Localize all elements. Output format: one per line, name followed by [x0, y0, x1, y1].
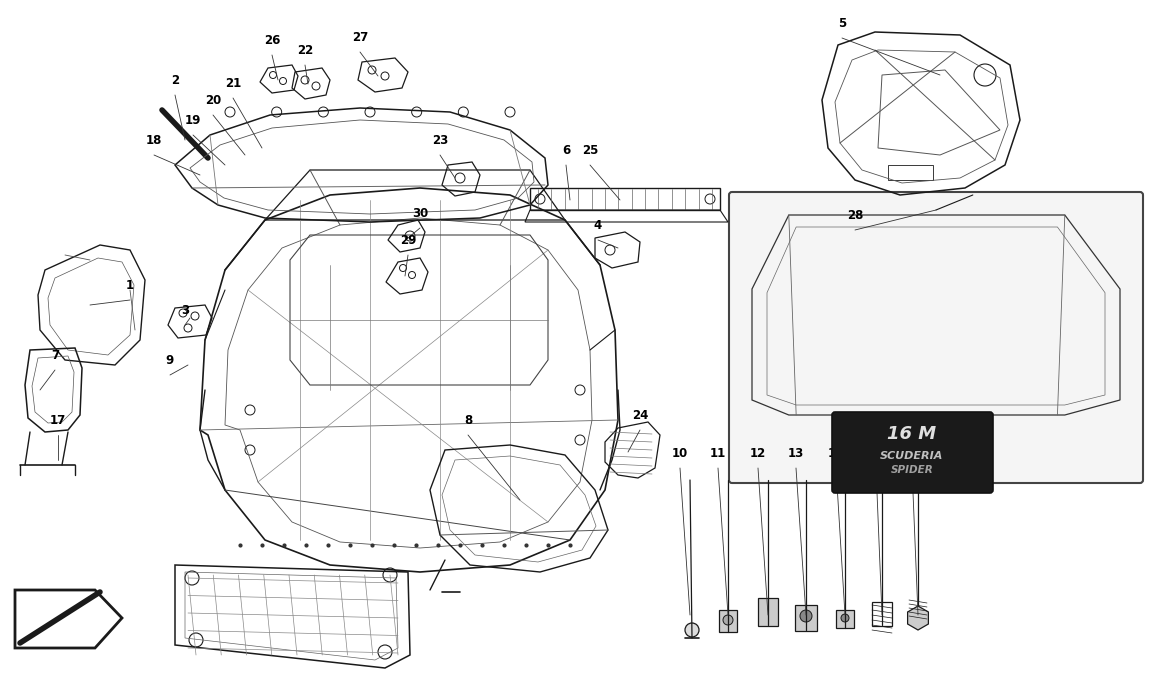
Text: 21: 21	[225, 77, 242, 90]
Text: 16: 16	[904, 447, 920, 460]
Text: 23: 23	[432, 134, 448, 147]
Text: 17: 17	[49, 414, 67, 427]
Text: 24: 24	[631, 409, 649, 422]
FancyBboxPatch shape	[729, 192, 1143, 483]
Circle shape	[723, 615, 733, 625]
FancyBboxPatch shape	[831, 412, 992, 493]
Text: 26: 26	[263, 34, 281, 47]
Text: 15: 15	[868, 447, 884, 460]
Text: 7: 7	[51, 349, 59, 362]
Text: 13: 13	[788, 447, 804, 460]
Text: 28: 28	[846, 209, 864, 222]
Text: 12: 12	[750, 447, 766, 460]
Text: 22: 22	[297, 44, 313, 57]
Text: 5: 5	[838, 17, 846, 30]
Bar	[719, 610, 737, 632]
Text: 3: 3	[181, 304, 189, 317]
Text: 18: 18	[146, 134, 162, 147]
Text: 6: 6	[562, 144, 570, 157]
Bar	[758, 598, 779, 626]
Text: 14: 14	[828, 447, 844, 460]
Circle shape	[685, 623, 699, 637]
Text: 4: 4	[593, 219, 603, 232]
Text: 11: 11	[710, 447, 726, 460]
Text: 16 M: 16 M	[888, 425, 936, 443]
Bar	[888, 165, 933, 180]
Bar	[872, 602, 892, 626]
Text: 20: 20	[205, 94, 221, 107]
Text: 29: 29	[400, 234, 416, 247]
Text: SCUDERIA: SCUDERIA	[880, 451, 944, 461]
Text: 25: 25	[582, 144, 598, 157]
Polygon shape	[907, 606, 928, 630]
Text: 1: 1	[126, 279, 135, 292]
Text: 9: 9	[166, 354, 174, 367]
Circle shape	[841, 614, 849, 622]
Bar	[836, 610, 854, 628]
Text: 2: 2	[171, 74, 179, 87]
Text: 8: 8	[463, 414, 473, 427]
Bar	[795, 605, 816, 631]
Text: 30: 30	[412, 207, 428, 220]
Text: 27: 27	[352, 31, 368, 44]
Circle shape	[800, 610, 812, 622]
Text: 10: 10	[672, 447, 688, 460]
Text: SPIDER: SPIDER	[890, 465, 934, 475]
Text: 19: 19	[185, 114, 201, 127]
